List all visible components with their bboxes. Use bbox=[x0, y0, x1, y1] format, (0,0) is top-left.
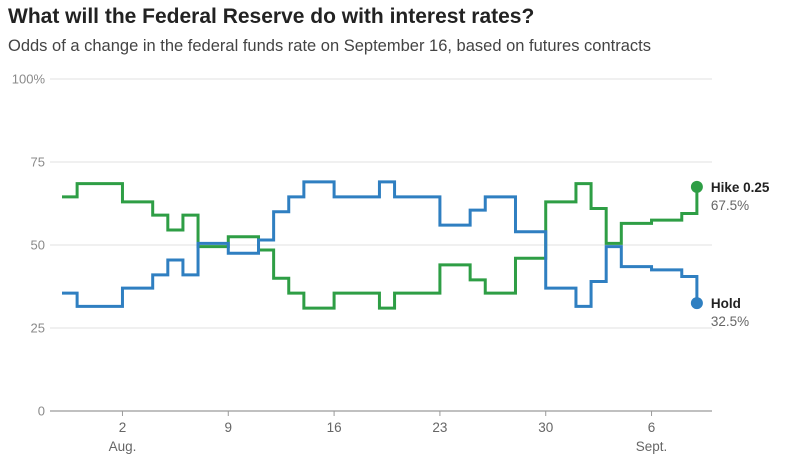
series-line-hike bbox=[62, 182, 699, 310]
x-tick-month-label: Sept. bbox=[636, 439, 668, 454]
series-value-label: 67.5% bbox=[711, 198, 749, 213]
series-end-marker bbox=[690, 180, 703, 193]
series-lines bbox=[62, 180, 703, 310]
series-end-labels: Hike 0.25 67.5% Hold 32.5% bbox=[711, 180, 770, 329]
gridlines bbox=[50, 78, 712, 412]
chart-title: What will the Federal Reserve do with in… bbox=[8, 5, 535, 28]
y-axis-ticks: 0 25 50 75 100% bbox=[12, 72, 46, 419]
y-tick-label: 50 bbox=[31, 238, 45, 253]
x-tick-month-label: Aug. bbox=[109, 439, 137, 454]
y-tick-label: 0 bbox=[38, 404, 45, 419]
series-name-label: Hold bbox=[711, 296, 741, 311]
x-tick-label: 9 bbox=[225, 420, 233, 435]
series-end-marker bbox=[690, 297, 703, 310]
x-tick-label: 30 bbox=[538, 420, 553, 435]
chart-subtitle: Odds of a change in the federal funds ra… bbox=[8, 37, 651, 55]
x-axis-ticks: 2 Aug. 9 16 23 30 6 Sept. bbox=[109, 411, 668, 454]
series-value-label: 32.5% bbox=[711, 314, 749, 329]
x-tick-label: 16 bbox=[327, 420, 342, 435]
y-tick-label: 75 bbox=[31, 155, 45, 170]
x-tick-label: 23 bbox=[432, 420, 447, 435]
series-line-hold bbox=[62, 180, 699, 308]
x-tick-label: 6 bbox=[648, 420, 656, 435]
series-name-label: Hike 0.25 bbox=[711, 180, 770, 195]
y-tick-label: 100% bbox=[12, 72, 46, 87]
y-tick-label: 25 bbox=[31, 321, 45, 336]
x-tick-label: 2 bbox=[119, 420, 127, 435]
